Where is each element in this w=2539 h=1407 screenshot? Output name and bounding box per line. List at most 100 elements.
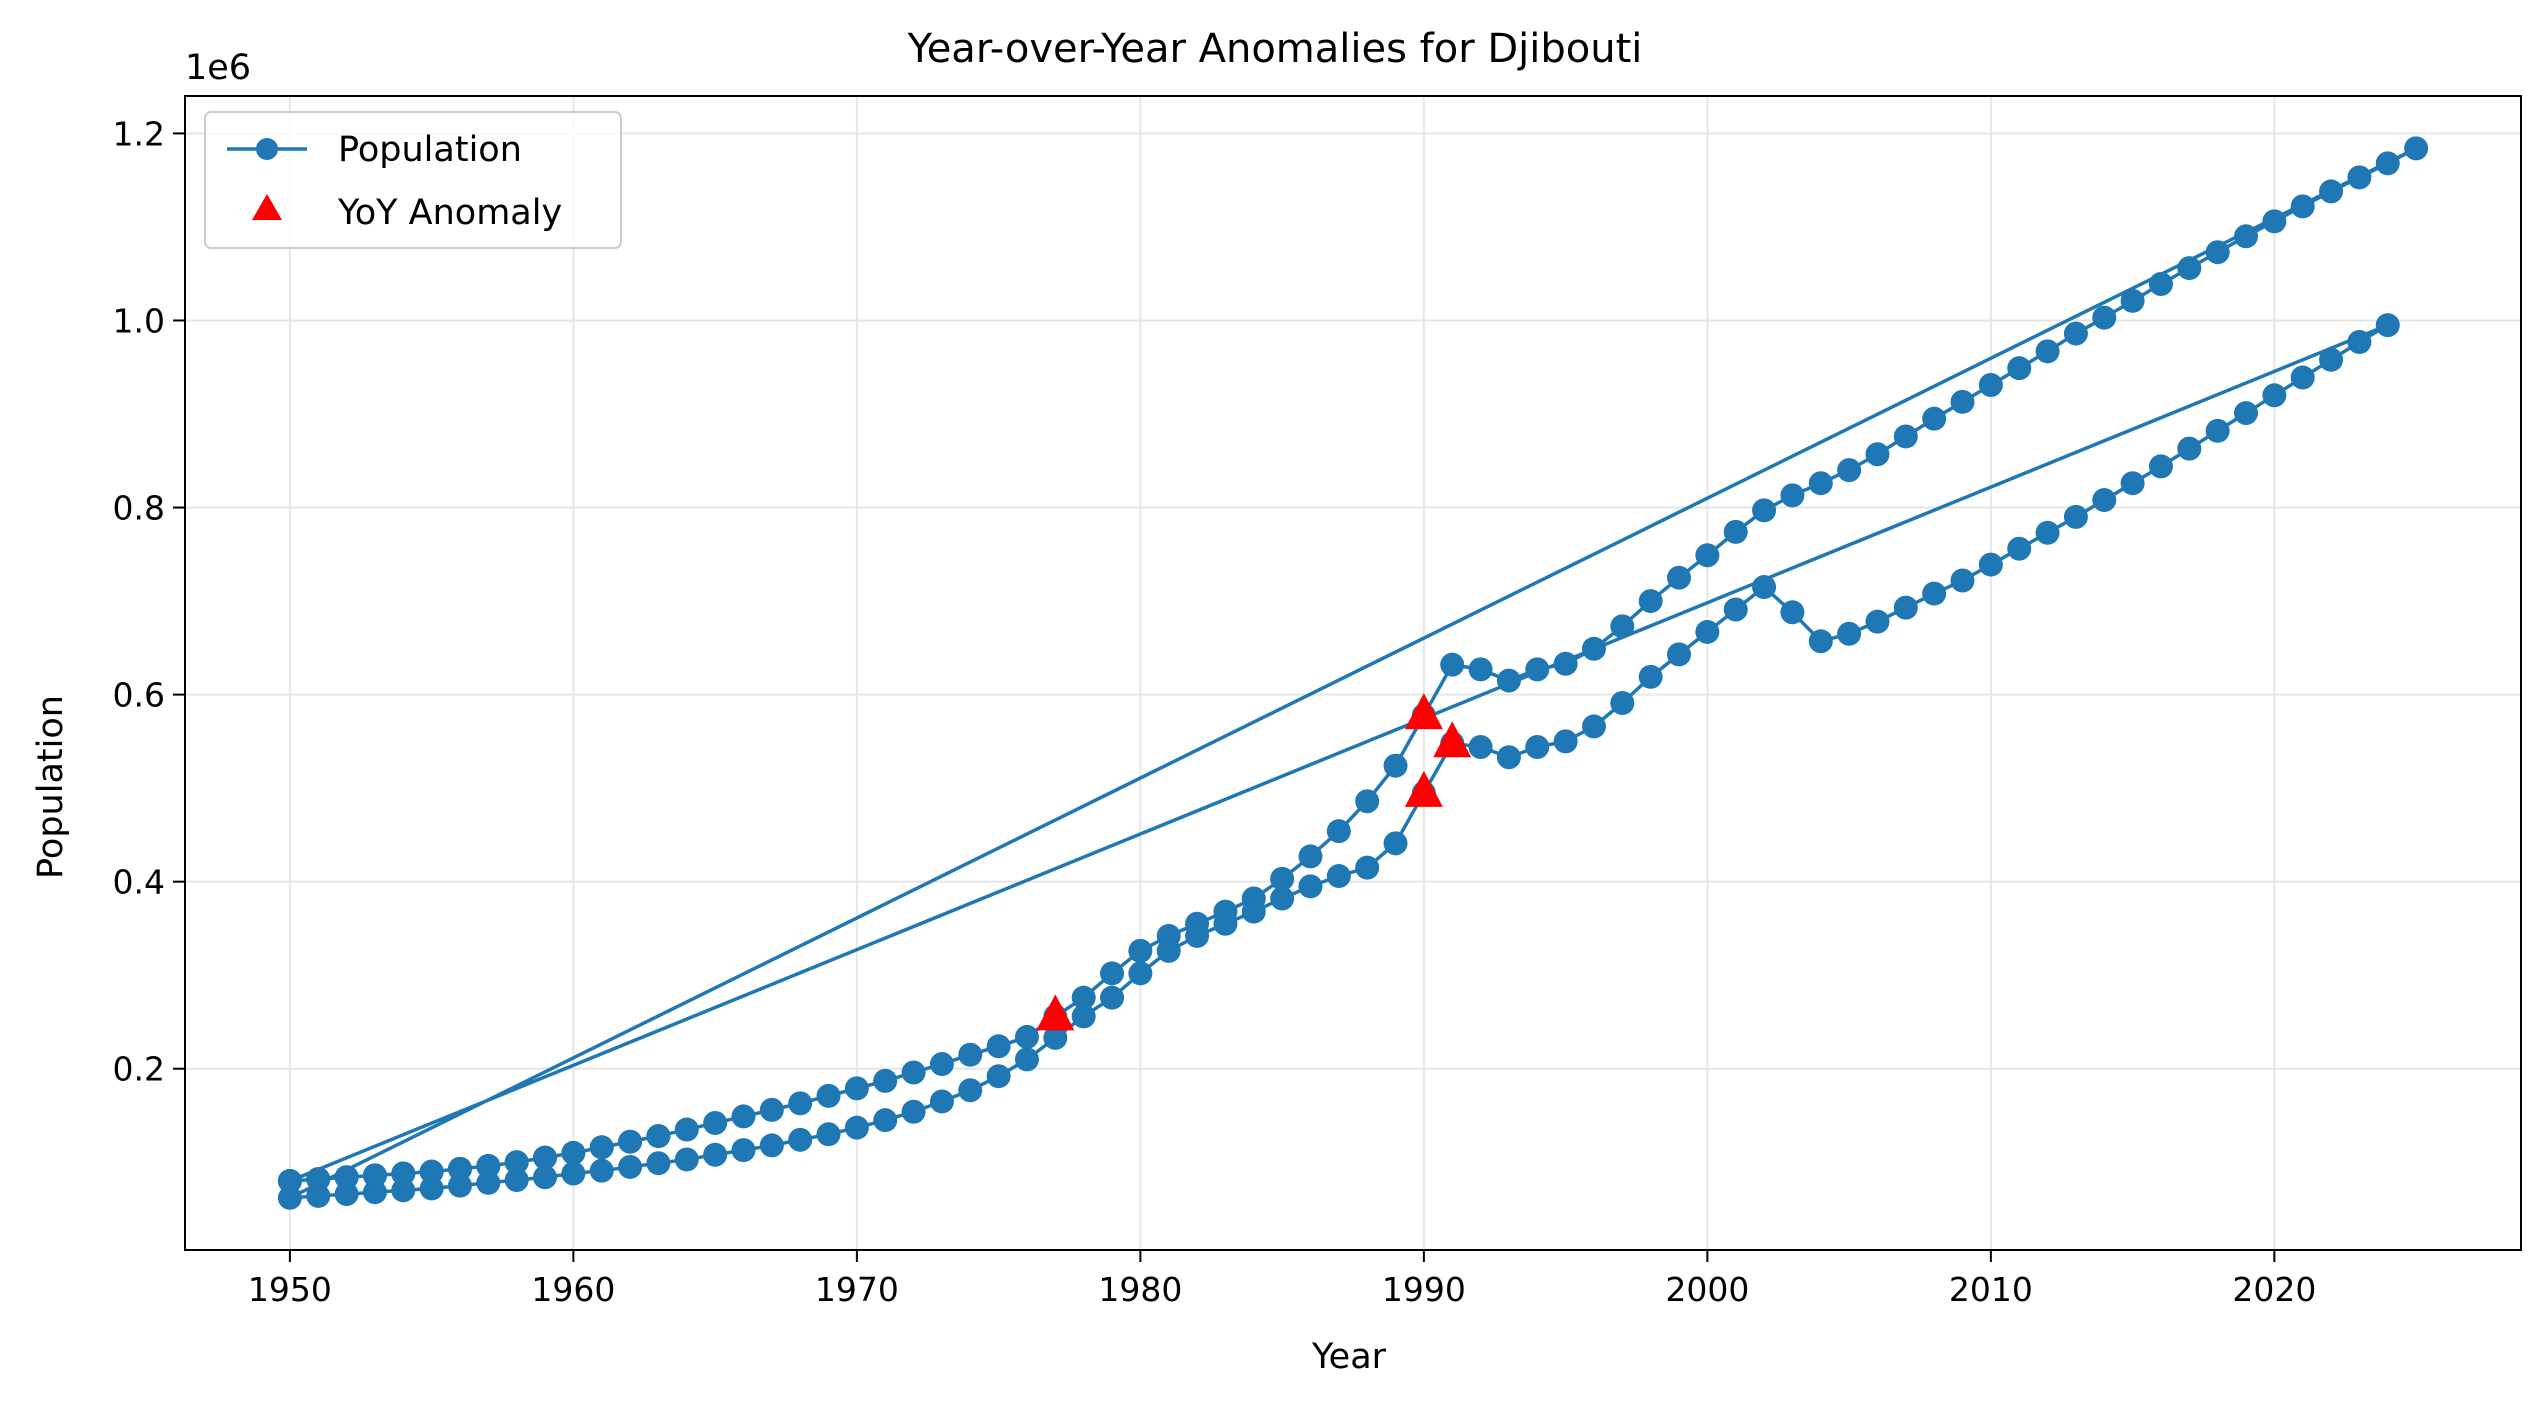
population-point <box>618 1129 643 1154</box>
population-point <box>561 1140 586 1165</box>
population-point <box>2092 305 2117 330</box>
population-point <box>2063 321 2088 346</box>
population-point <box>533 1165 558 1190</box>
population-point <box>391 1178 416 1203</box>
population-point <box>1071 1004 1096 1029</box>
anomaly-marker <box>1433 721 1472 758</box>
population-point <box>1298 844 1323 869</box>
population-point <box>2319 347 2344 372</box>
population-point <box>1922 581 1947 606</box>
population-point <box>1695 619 1720 644</box>
population-point <box>2319 179 2344 204</box>
population-point <box>1695 543 1720 568</box>
population-point <box>2347 329 2372 354</box>
population-point <box>2007 536 2032 561</box>
population-point <box>1723 519 1748 544</box>
y-tick-label: 0.2 <box>113 1050 165 1089</box>
population-point <box>674 1147 699 1172</box>
population-point <box>1893 424 1918 449</box>
population-point <box>1156 938 1181 963</box>
legend-frame <box>204 111 622 249</box>
population-point <box>561 1161 586 1186</box>
population-point <box>1723 597 1748 622</box>
population-point <box>1667 565 1692 590</box>
population-point <box>1610 691 1635 716</box>
population-point <box>788 1091 813 1116</box>
population-point <box>589 1158 614 1183</box>
population-point <box>2347 165 2372 190</box>
anomaly-marker <box>1036 994 1075 1031</box>
population-point <box>618 1154 643 1179</box>
population-point <box>419 1159 444 1184</box>
population-point <box>334 1182 359 1207</box>
population-point <box>2404 136 2429 161</box>
y-tick-label: 1.2 <box>113 114 165 153</box>
population-point <box>1071 985 1096 1010</box>
population-point <box>2262 383 2287 408</box>
y-tick-label: 1.0 <box>113 301 165 340</box>
population-point <box>362 1180 387 1205</box>
legend-label-population: Population <box>338 130 522 170</box>
x-axis-label: Year <box>1311 1337 1387 1377</box>
population-point <box>986 1064 1011 1089</box>
population-point <box>277 1185 302 1210</box>
population-point <box>1496 668 1521 693</box>
chart-title: Year-over-Year Anomalies for Djibouti <box>907 26 1643 72</box>
y-tick-label: 0.8 <box>113 489 165 528</box>
population-point <box>2177 256 2202 281</box>
population-point <box>2375 313 2400 338</box>
population-point <box>2290 194 2315 219</box>
population-point <box>1808 629 1833 654</box>
population-point <box>1270 866 1295 891</box>
population-point <box>391 1161 416 1186</box>
y-axis-offset-label: 1e6 <box>185 48 251 88</box>
population-point <box>2234 401 2259 426</box>
population-point <box>844 1076 869 1101</box>
population-point <box>1525 734 1550 759</box>
population-point <box>731 1138 756 1163</box>
population-point <box>447 1173 472 1198</box>
population-point <box>2007 356 2032 381</box>
population-point <box>1922 406 1947 431</box>
population-point <box>2262 209 2287 234</box>
population-point <box>533 1145 558 1170</box>
population-point <box>2120 288 2145 313</box>
population-point <box>1553 729 1578 754</box>
population-point <box>1468 657 1493 682</box>
x-tick-label: 1970 <box>815 1270 899 1309</box>
population-point <box>731 1104 756 1129</box>
population-point <box>1865 609 1890 634</box>
x-tick-label: 1960 <box>531 1270 615 1309</box>
population-point <box>1213 911 1238 936</box>
x-tick-label: 1990 <box>1382 1270 1466 1309</box>
axes: 1950 1960 1970 1980 1990 2000 2010 2020 0.2 0.4 0.… <box>113 95 2522 1309</box>
population-point <box>504 1168 529 1193</box>
population-point <box>674 1117 699 1142</box>
population-point <box>306 1167 331 1192</box>
population-point <box>1496 745 1521 770</box>
population-point <box>1865 442 1890 467</box>
population-point <box>1638 589 1663 614</box>
population-point <box>1610 614 1635 639</box>
y-tick-label: 0.6 <box>113 676 165 715</box>
population-point <box>2148 271 2173 296</box>
population-point <box>1298 874 1323 899</box>
y-axis-label: Population <box>31 695 71 879</box>
population-point <box>1553 651 1578 676</box>
population-point <box>1752 498 1777 523</box>
grid <box>185 96 2521 1250</box>
population-point <box>816 1083 841 1108</box>
population-point <box>476 1170 501 1195</box>
population-point <box>1128 961 1153 986</box>
population-point <box>873 1108 898 1133</box>
population-point <box>929 1052 954 1077</box>
population-point <box>873 1068 898 1093</box>
population-point <box>1780 483 1805 508</box>
population-point <box>1667 642 1692 667</box>
population-point <box>958 1042 983 1067</box>
legend: Population YoY Anomaly <box>204 111 622 249</box>
population-point <box>646 1151 671 1176</box>
population-point <box>1525 657 1550 682</box>
population-point <box>1241 899 1266 924</box>
